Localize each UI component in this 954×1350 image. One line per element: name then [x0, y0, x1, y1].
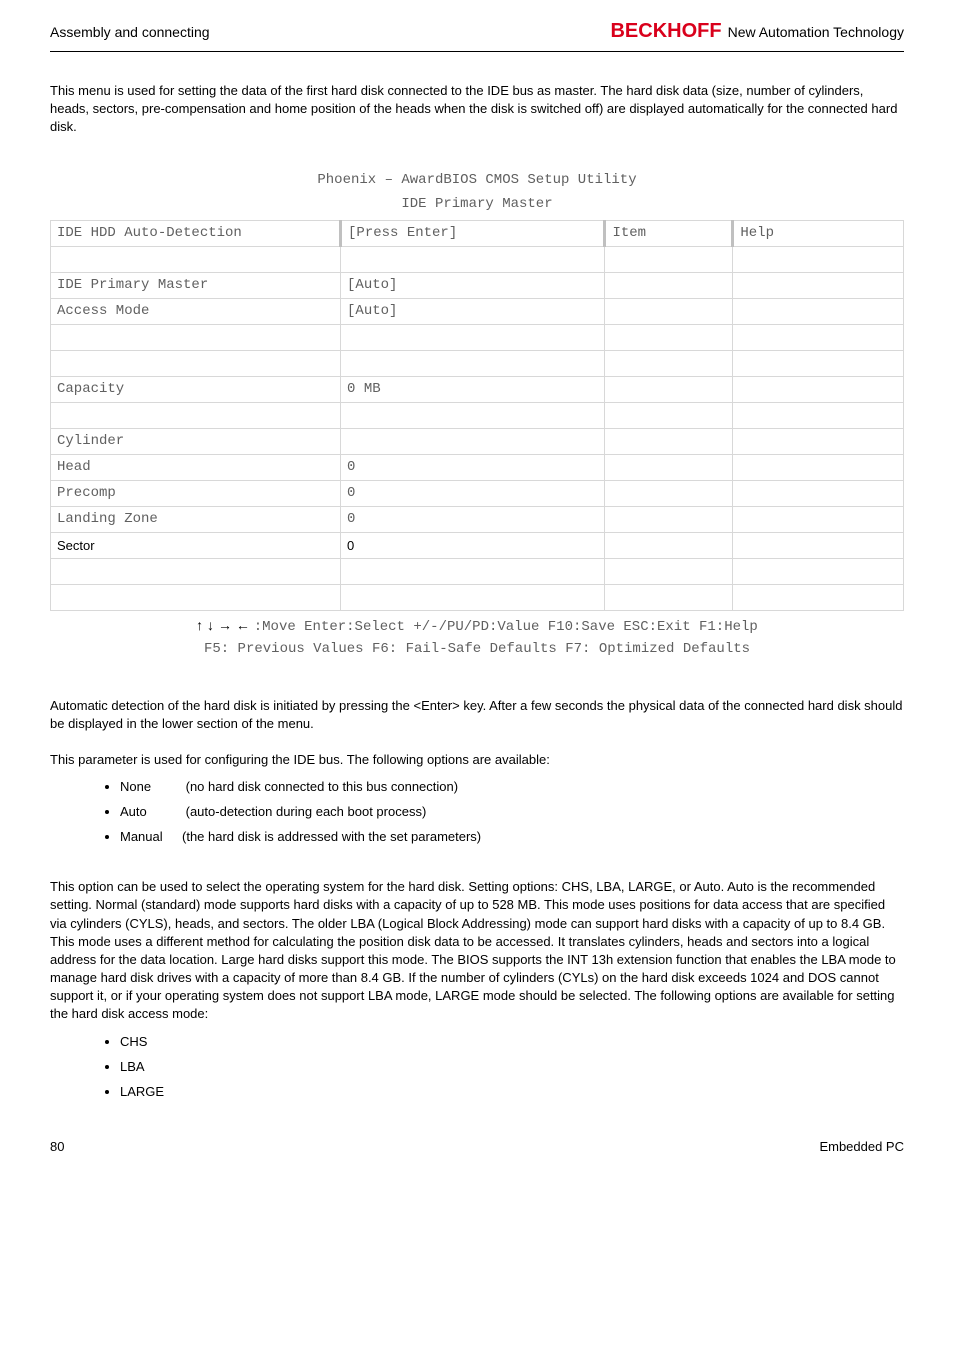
- setting-name: [51, 584, 341, 610]
- list-item: Auto (auto-detection during each boot pr…: [120, 804, 904, 819]
- setting-name: Head: [51, 454, 341, 480]
- table-row: IDE HDD Auto-Detection [Press Enter] Ite…: [51, 220, 904, 246]
- ide-options-list: None (no hard disk connected to this bus…: [120, 779, 904, 844]
- bios-nav-line2: F5: Previous Values F6: Fail-Safe Defaul…: [50, 641, 904, 657]
- option-desc: (auto-detection during each boot process…: [186, 804, 427, 819]
- tagline: New Automation Technology: [728, 24, 904, 40]
- setting-name: [51, 350, 341, 376]
- access-mode-paragraph: This option can be used to select the op…: [50, 878, 904, 1024]
- setting-value: [341, 350, 605, 376]
- setting-name: [51, 246, 341, 272]
- setting-value: 0: [341, 454, 605, 480]
- logo: BECKHOFF: [610, 20, 721, 43]
- nav-text: :Move Enter:Select +/-/PU/PD:Value F10:S…: [254, 619, 758, 635]
- setting-name: Sector: [51, 532, 341, 558]
- header-brand: BECKHOFF New Automation Technology: [610, 20, 904, 43]
- setting-value: [341, 584, 605, 610]
- table-row: [51, 246, 904, 272]
- list-item: CHS: [120, 1034, 904, 1049]
- list-item: Manual(the hard disk is addressed with t…: [120, 829, 904, 844]
- table-row: IDE Primary Master[Auto]: [51, 272, 904, 298]
- setting-value: [341, 558, 605, 584]
- setting-name: Cylinder: [51, 428, 341, 454]
- ide-param-intro: This parameter is used for configuring t…: [50, 751, 904, 769]
- list-item: None (no hard disk connected to this bus…: [120, 779, 904, 794]
- bios-title: Phoenix – AwardBIOS CMOS Setup Utility: [50, 172, 904, 188]
- option-name: Manual: [120, 829, 182, 844]
- setting-name: IDE Primary Master: [51, 272, 341, 298]
- bios-nav-line1: ↑ ↓ → ← :Move Enter:Select +/-/PU/PD:Val…: [50, 617, 904, 635]
- setting-value: 0: [341, 532, 605, 558]
- table-row: Capacity0 MB: [51, 376, 904, 402]
- table-row: Precomp0: [51, 480, 904, 506]
- bios-table: IDE HDD Auto-Detection [Press Enter] Ite…: [50, 220, 904, 611]
- page-footer: 80 Embedded PC: [0, 1109, 954, 1154]
- option-name: None: [120, 779, 182, 794]
- setting-name: Capacity: [51, 376, 341, 402]
- page-header: Assembly and connecting BECKHOFF New Aut…: [50, 0, 904, 52]
- setting-name: [51, 402, 341, 428]
- intro-paragraph: This menu is used for setting the data o…: [50, 82, 904, 137]
- table-row: [51, 558, 904, 584]
- header-section: Assembly and connecting: [50, 24, 210, 40]
- list-item: LBA: [120, 1059, 904, 1074]
- setting-value: [Auto]: [341, 298, 605, 324]
- help-header: Item: [605, 220, 733, 246]
- table-row: [51, 584, 904, 610]
- help-header: Help: [733, 220, 904, 246]
- setting-value: 0: [341, 506, 605, 532]
- setting-name: Access Mode: [51, 298, 341, 324]
- option-desc: (no hard disk connected to this bus conn…: [186, 779, 458, 794]
- setting-value: [341, 428, 605, 454]
- setting-value: [341, 402, 605, 428]
- table-row: [51, 324, 904, 350]
- setting-name: [51, 558, 341, 584]
- product-name: Embedded PC: [819, 1139, 904, 1154]
- setting-value: [341, 246, 605, 272]
- setting-name: Precomp: [51, 480, 341, 506]
- option-desc: (the hard disk is addressed with the set…: [182, 829, 481, 844]
- autodetect-paragraph: Automatic detection of the hard disk is …: [50, 697, 904, 733]
- table-row: Access Mode[Auto]: [51, 298, 904, 324]
- table-row: Sector0: [51, 532, 904, 558]
- table-row: [51, 402, 904, 428]
- table-row: Head0: [51, 454, 904, 480]
- nav-arrows: ↑ ↓ → ←: [196, 617, 254, 633]
- setting-name: Landing Zone: [51, 506, 341, 532]
- setting-value: [341, 324, 605, 350]
- setting-value: 0 MB: [341, 376, 605, 402]
- table-row: Landing Zone0: [51, 506, 904, 532]
- bios-subtitle: IDE Primary Master: [50, 196, 904, 212]
- setting-value: [Auto]: [341, 272, 605, 298]
- table-row: Cylinder: [51, 428, 904, 454]
- setting-value: [Press Enter]: [341, 220, 605, 246]
- page-number: 80: [50, 1139, 64, 1154]
- list-item: LARGE: [120, 1084, 904, 1099]
- table-row: [51, 350, 904, 376]
- setting-name: [51, 324, 341, 350]
- setting-value: 0: [341, 480, 605, 506]
- option-name: Auto: [120, 804, 182, 819]
- access-options-list: CHS LBA LARGE: [120, 1034, 904, 1099]
- setting-name: IDE HDD Auto-Detection: [51, 220, 341, 246]
